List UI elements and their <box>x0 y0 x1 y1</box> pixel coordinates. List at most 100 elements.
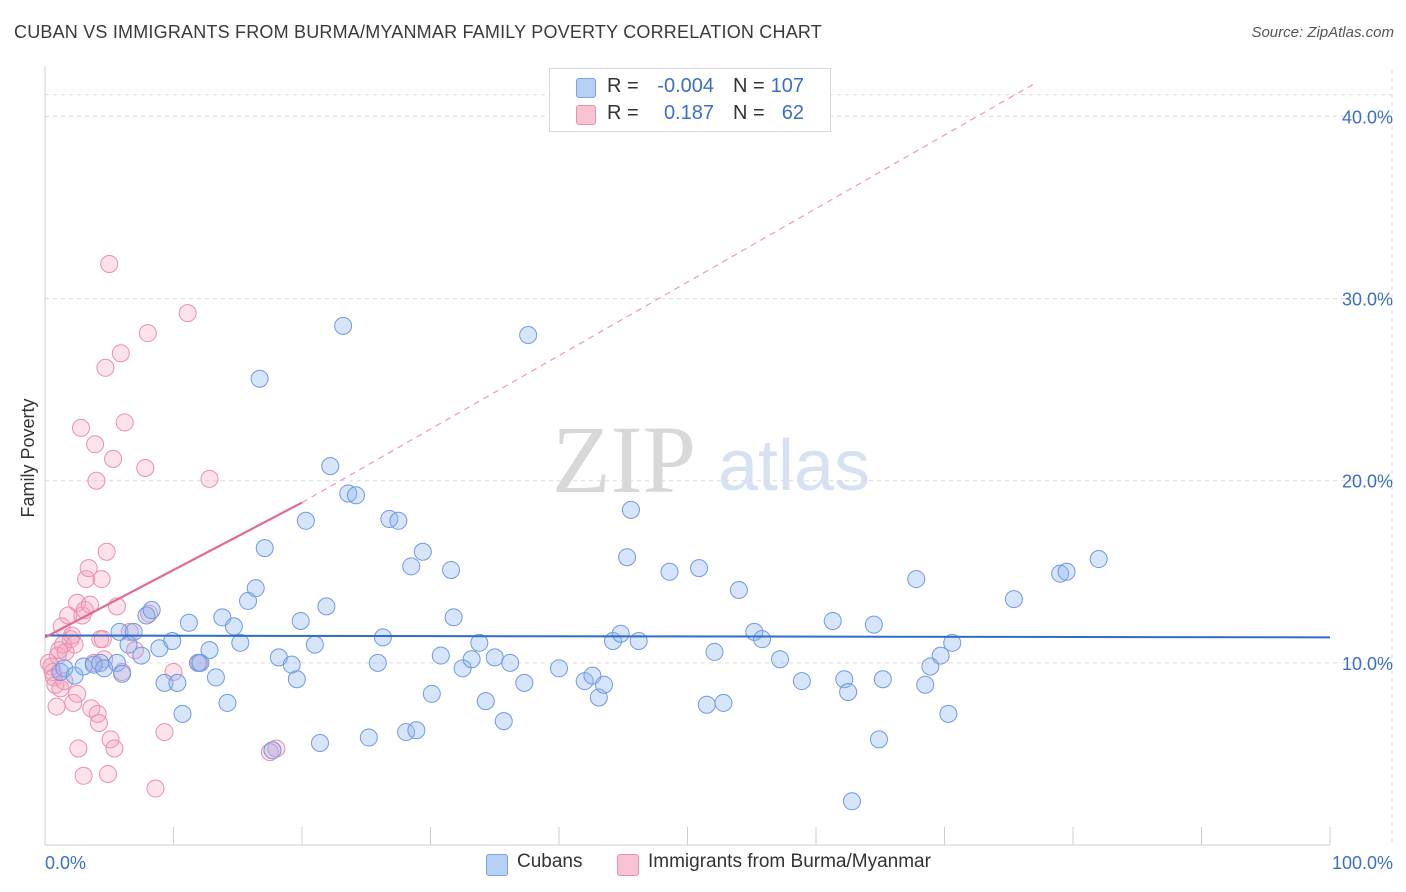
cubans-point <box>1057 562 1076 581</box>
cubans-point <box>792 672 811 691</box>
cubans-r-value: -0.004 <box>657 75 714 97</box>
cubans-point <box>1004 590 1023 609</box>
cubans-point <box>368 653 387 672</box>
burma-point <box>47 697 66 716</box>
burma-point <box>104 449 123 468</box>
r-label: R = <box>607 102 639 124</box>
cubans-point <box>173 704 192 723</box>
burma-trendline <box>44 501 303 639</box>
cubans-point <box>618 548 637 567</box>
cubans-point <box>132 646 151 665</box>
cubans-point <box>113 664 132 683</box>
y-axis-label: Family Poverty <box>18 398 38 517</box>
cubans-point <box>359 728 378 747</box>
trendlines <box>44 83 1331 639</box>
x-tick-labels: 0.0% 100.0% <box>45 853 1393 873</box>
y-tick-label: 10.0% <box>1342 654 1393 674</box>
cubans-point <box>402 557 421 576</box>
cubans-point <box>168 673 187 692</box>
stats-row-burma: R = 0.187 N = 62 <box>550 100 830 128</box>
x-tick-label-end: 100.0% <box>1332 853 1393 873</box>
cubans-point <box>218 693 237 712</box>
cubans-point <box>305 635 324 654</box>
cubans-point <box>907 570 926 589</box>
cubans-point <box>163 632 182 650</box>
burma-point <box>93 630 112 649</box>
y-tick-label: 30.0% <box>1342 290 1393 310</box>
cubans-point <box>594 675 613 694</box>
cubans-series <box>51 316 1108 811</box>
cubans-point <box>287 670 306 689</box>
cubans-legend-swatch <box>486 854 508 876</box>
cubans-point <box>191 653 210 672</box>
burma-point <box>136 458 155 477</box>
cubans-point <box>494 712 513 731</box>
cubans-point <box>462 650 481 669</box>
cubans-point <box>869 730 888 749</box>
burma-point <box>101 730 120 749</box>
cubans-point <box>611 624 630 643</box>
cubans-point <box>485 648 504 667</box>
burma-point <box>65 635 84 654</box>
cubans-point <box>246 579 265 598</box>
cubans-point <box>842 792 861 811</box>
burma-point <box>89 713 108 732</box>
burma-point <box>96 358 115 377</box>
cubans-point <box>939 704 958 723</box>
cubans-point <box>839 683 858 701</box>
cubans-legend-label: Cubans <box>517 851 583 872</box>
burma-point <box>97 542 116 561</box>
cubans-point <box>705 642 724 661</box>
cubans-point <box>476 692 495 711</box>
burma-point <box>98 764 117 783</box>
cubans-point <box>697 695 716 714</box>
burma-point <box>178 304 197 323</box>
watermark: ZIP atlas <box>552 406 870 513</box>
cubans-swatch <box>576 78 596 98</box>
cubans-point <box>690 559 709 578</box>
cubans-point <box>84 655 103 674</box>
cubans-point <box>224 617 243 636</box>
cubans-point <box>373 628 392 647</box>
burma-swatch <box>576 105 596 125</box>
cubans-point <box>346 486 365 505</box>
cubans-point <box>55 659 74 678</box>
y-tick-label: 40.0% <box>1342 107 1393 127</box>
burma-point <box>155 723 174 742</box>
cubans-point <box>864 615 883 634</box>
cubans-point <box>107 653 126 672</box>
cubans-point <box>291 611 310 630</box>
cubans-point <box>515 673 534 692</box>
cubans-point <box>65 666 84 685</box>
burma-point <box>87 471 106 490</box>
cubans-point <box>753 630 772 649</box>
cubans-trendline <box>44 634 1331 639</box>
cubans-point <box>380 509 399 528</box>
y-tick-label: 20.0% <box>1342 472 1393 492</box>
n-label: N = <box>733 75 765 97</box>
n-label: N = <box>733 102 765 124</box>
burma-point <box>115 413 134 432</box>
burma-point <box>138 324 157 343</box>
burma-point <box>111 344 130 363</box>
cubans-point <box>501 653 520 672</box>
cubans-point <box>453 659 472 678</box>
burma-point <box>68 684 87 703</box>
cubans-point <box>660 562 679 581</box>
burma-point <box>71 418 90 437</box>
burma-point <box>146 779 165 798</box>
cubans-point <box>431 646 450 665</box>
cubans-point <box>931 646 950 665</box>
cubans-point <box>334 316 353 335</box>
source-label: Source: ZipAtlas.com <box>1251 24 1394 41</box>
cubans-point <box>519 326 538 344</box>
cubans-point <box>714 693 733 712</box>
cubans-point <box>943 633 962 652</box>
cubans-point <box>200 641 219 660</box>
cubans-point <box>444 608 463 627</box>
burma-point <box>100 254 119 273</box>
cubans-point <box>470 633 489 652</box>
cubans-point <box>282 655 301 674</box>
burma-point <box>69 739 88 758</box>
stats-row-cubans: R = -0.004 N = 107 <box>550 73 830 101</box>
